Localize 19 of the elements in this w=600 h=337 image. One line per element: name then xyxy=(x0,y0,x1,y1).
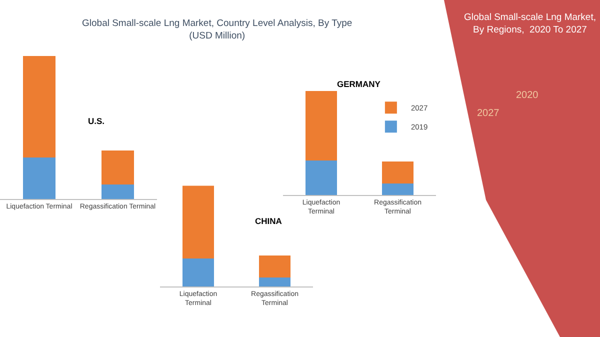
text: Global Small-scale Lng Market, Country Level Analysis, By Type (USD Million) xyxy=(82,18,352,42)
bar xyxy=(182,258,214,287)
bar xyxy=(382,162,414,184)
chart-title: GERMANY xyxy=(337,79,381,89)
bar xyxy=(23,56,56,158)
text: 2020 xyxy=(516,90,539,101)
bar xyxy=(382,184,414,195)
bar xyxy=(306,91,337,161)
text: Global Small-scale Lng Market, By Regions, 2020 To 2027 xyxy=(464,12,596,36)
bar xyxy=(259,255,290,278)
bar xyxy=(102,184,134,199)
bar xyxy=(182,186,214,258)
bar xyxy=(259,278,290,287)
bar xyxy=(306,160,337,195)
text: CHINA xyxy=(255,216,282,226)
text: 2027 xyxy=(477,108,500,119)
bar xyxy=(102,150,134,185)
bar xyxy=(23,158,56,199)
text: U.S. xyxy=(88,116,105,126)
